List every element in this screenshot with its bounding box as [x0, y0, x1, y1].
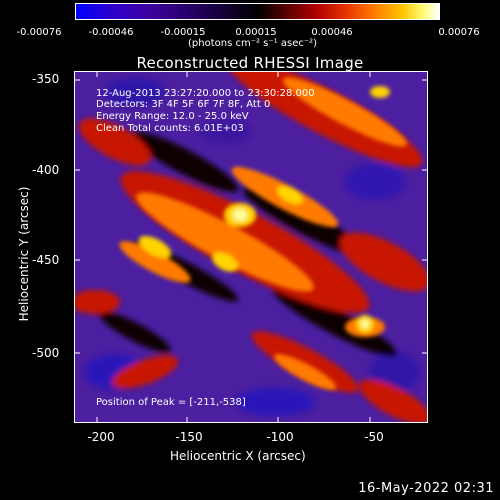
colorbar-tick: 0.00076: [438, 27, 480, 38]
x-tick-label: -200: [87, 430, 115, 444]
x-tick-label: -50: [364, 430, 384, 444]
y-tick-label: -350: [32, 72, 60, 86]
colorbar-tick: 0.00015: [235, 27, 277, 38]
colorbar-tick: -0.00046: [88, 27, 134, 38]
y-tick-label: -400: [32, 163, 60, 177]
colorbar-units: (photons cm⁻² s⁻¹ asec⁻²): [188, 38, 318, 49]
y-tick-label: -450: [32, 253, 60, 267]
x-tick-label: -150: [175, 430, 203, 444]
x-axis-label: Heliocentric X (arcsec): [170, 449, 306, 463]
colorbar-tick: 0.00046: [311, 27, 353, 38]
rhessi-image: [74, 71, 428, 423]
y-axis-label: Heliocentric Y (arcsec): [17, 186, 31, 322]
image-title: Reconstructed RHESSI Image: [136, 54, 364, 72]
x-tick-label: -100: [266, 430, 294, 444]
timestamp: 16-May-2022 02:31: [358, 481, 494, 496]
colorbar: [75, 3, 440, 20]
colorbar-tick: -0.00076: [16, 27, 62, 38]
clean-counts-text: Clean Total counts: 6.01E+03: [96, 123, 244, 134]
colorbar-tick: -0.00015: [160, 27, 206, 38]
detectors-text: Detectors: 3F 4F 5F 6F 7F 8F, Att 0: [96, 99, 271, 110]
y-tick-label: -500: [32, 346, 60, 360]
energy-range-text: Energy Range: 12.0 - 25.0 keV: [96, 111, 249, 122]
peak-position-text: Position of Peak = [-211,-538]: [96, 397, 246, 408]
time-range-text: 12-Aug-2013 23:27:20.000 to 23:30:28.000: [96, 88, 315, 99]
